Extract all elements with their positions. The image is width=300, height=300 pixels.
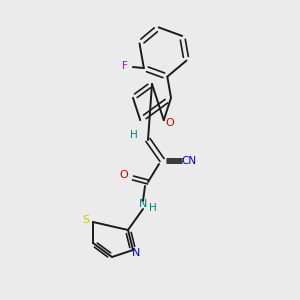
Text: O: O bbox=[120, 170, 128, 180]
Text: N: N bbox=[139, 199, 147, 209]
Text: O: O bbox=[165, 118, 174, 128]
Text: CN: CN bbox=[182, 156, 196, 166]
Text: H: H bbox=[130, 130, 138, 140]
Text: F: F bbox=[122, 61, 128, 71]
Text: N: N bbox=[132, 248, 140, 258]
Text: H: H bbox=[149, 203, 157, 213]
Text: S: S bbox=[82, 215, 90, 225]
